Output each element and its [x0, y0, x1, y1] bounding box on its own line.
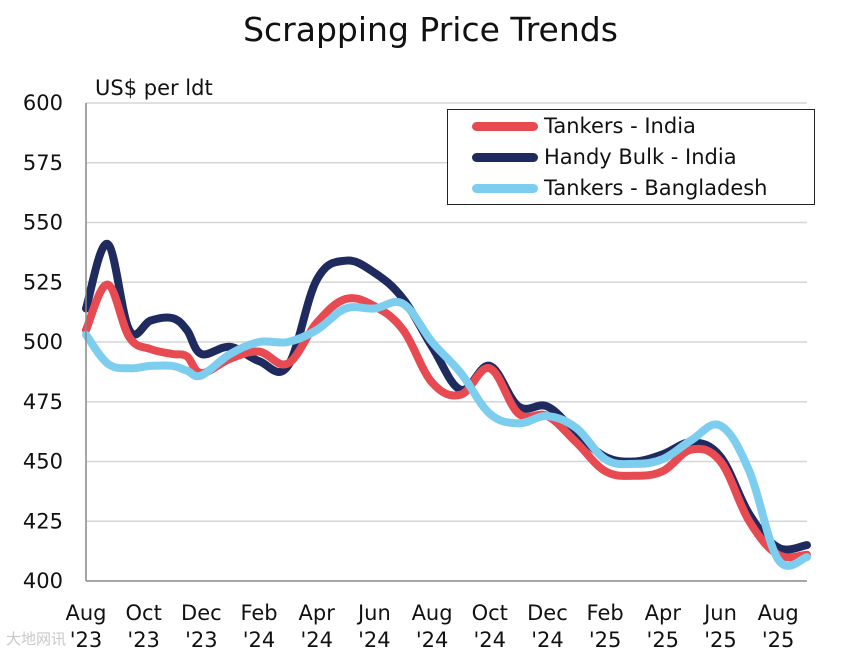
y-tick-label-500: 500: [23, 330, 63, 354]
y-tick-label-425: 425: [23, 509, 63, 533]
x-tick-label-5: Jun '24: [356, 601, 391, 652]
x-tick-labels: Aug '23 Oct '23 Dec '23 Feb '24 Apr '24 Jun '24 Aug '…: [65, 601, 798, 652]
x-tick-year: '23: [127, 628, 160, 652]
x-tick-month: Dec: [181, 601, 222, 625]
x-tick-year: '24: [300, 628, 333, 652]
legend-item-tankers-bangladesh: Tankers - Bangladesh: [472, 172, 767, 204]
x-tick-year: '24: [358, 628, 391, 652]
legend: Tankers - India Handy Bulk - India Tanke…: [447, 109, 815, 205]
x-tick-label-4: Apr '24: [299, 601, 336, 652]
y-tick-label-400: 400: [23, 569, 63, 593]
x-tick-label-2: Dec '23: [181, 601, 222, 652]
legend-label-handy-bulk-india: Handy Bulk - India: [544, 145, 737, 169]
x-tick-month: Jun: [702, 601, 737, 625]
x-tick-label-11: Jun '25: [702, 601, 737, 652]
x-tick-year: '24: [243, 628, 276, 652]
x-tick-year: '23: [185, 628, 218, 652]
y-axis-unit-label: US$ per ldt: [95, 76, 213, 100]
x-tick-label-12: Aug '25: [758, 601, 799, 652]
x-tick-label-7: Oct '24: [472, 601, 508, 652]
x-tick-year: '24: [416, 628, 449, 652]
legend-item-handy-bulk-india: Handy Bulk - India: [472, 141, 737, 173]
x-tick-month: Aug: [65, 601, 106, 625]
x-tick-year: '24: [531, 628, 564, 652]
x-tick-month: Apr: [299, 601, 336, 625]
x-tick-label-10: Apr '25: [645, 601, 682, 652]
x-tick-year: '25: [647, 628, 680, 652]
chart-title: Scrapping Price Trends: [243, 10, 618, 49]
x-tick-month: Oct: [472, 601, 508, 625]
x-tick-label-8: Dec '24: [527, 601, 568, 652]
x-tick-label-3: Feb '24: [240, 601, 277, 652]
x-tick-label-0: Aug '23: [65, 601, 106, 652]
x-tick-month: Aug: [758, 601, 799, 625]
x-tick-month: Feb: [587, 601, 624, 625]
legend-swatch-handy-bulk-india: [472, 152, 538, 162]
y-tick-label-525: 525: [23, 270, 63, 294]
gridlines: [86, 102, 807, 522]
x-tick-month: Jun: [356, 601, 391, 625]
legend-label-tankers-india: Tankers - India: [544, 114, 696, 138]
x-tick-year: '25: [704, 628, 737, 652]
series-line-tankers-india: [82, 280, 811, 562]
x-tick-month: Dec: [527, 601, 568, 625]
y-tick-label-575: 575: [23, 151, 63, 175]
x-tick-year: '25: [762, 628, 795, 652]
y-tick-label-600: 600: [23, 91, 63, 115]
legend-swatch-tankers-india: [472, 121, 538, 131]
x-tick-month: Aug: [412, 601, 453, 625]
y-tick-label-550: 550: [23, 211, 63, 235]
x-tick-month: Feb: [240, 601, 277, 625]
y-tick-labels: 400 425 450 475 500 525 550 575 600: [23, 91, 63, 593]
y-tick-label-450: 450: [23, 450, 63, 474]
x-tick-label-9: Feb '25: [587, 601, 624, 652]
watermark: 大地网讯: [6, 630, 67, 648]
legend-item-tankers-india: Tankers - India: [472, 110, 696, 142]
x-tick-year: '23: [70, 628, 103, 652]
x-tick-label-1: Oct '23: [126, 601, 162, 652]
series-line-tankers-bangladesh: [82, 297, 811, 570]
x-tick-label-6: Aug '24: [412, 601, 453, 652]
x-tick-year: '24: [474, 628, 507, 652]
series-lines: [82, 239, 811, 570]
x-tick-year: '25: [589, 628, 622, 652]
legend-swatch-tankers-bangladesh: [472, 183, 538, 193]
x-tick-month: Oct: [126, 601, 162, 625]
x-tick-month: Apr: [645, 601, 682, 625]
legend-label-tankers-bangladesh: Tankers - Bangladesh: [544, 176, 768, 200]
y-tick-label-475: 475: [23, 390, 63, 414]
